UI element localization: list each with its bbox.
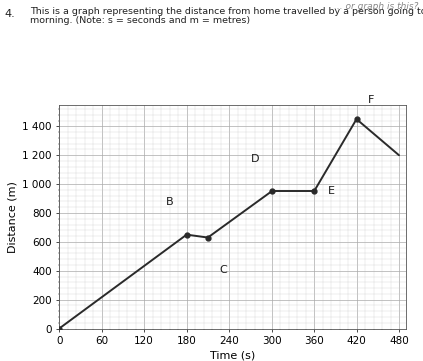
Text: This is a graph representing the distance from home travelled by a person going : This is a graph representing the distanc… (30, 7, 423, 16)
Text: B: B (166, 197, 174, 207)
X-axis label: Time (s): Time (s) (210, 350, 255, 360)
Text: morning. (Note: s = seconds and m = metres): morning. (Note: s = seconds and m = metr… (30, 16, 250, 25)
Text: 4.: 4. (4, 9, 15, 19)
Y-axis label: Distance (m): Distance (m) (8, 180, 18, 253)
Text: F: F (368, 95, 374, 105)
Text: ... or graph is this?: ... or graph is this? (335, 2, 419, 11)
Text: E: E (328, 186, 335, 196)
Text: D: D (251, 153, 259, 164)
Text: C: C (219, 265, 227, 275)
